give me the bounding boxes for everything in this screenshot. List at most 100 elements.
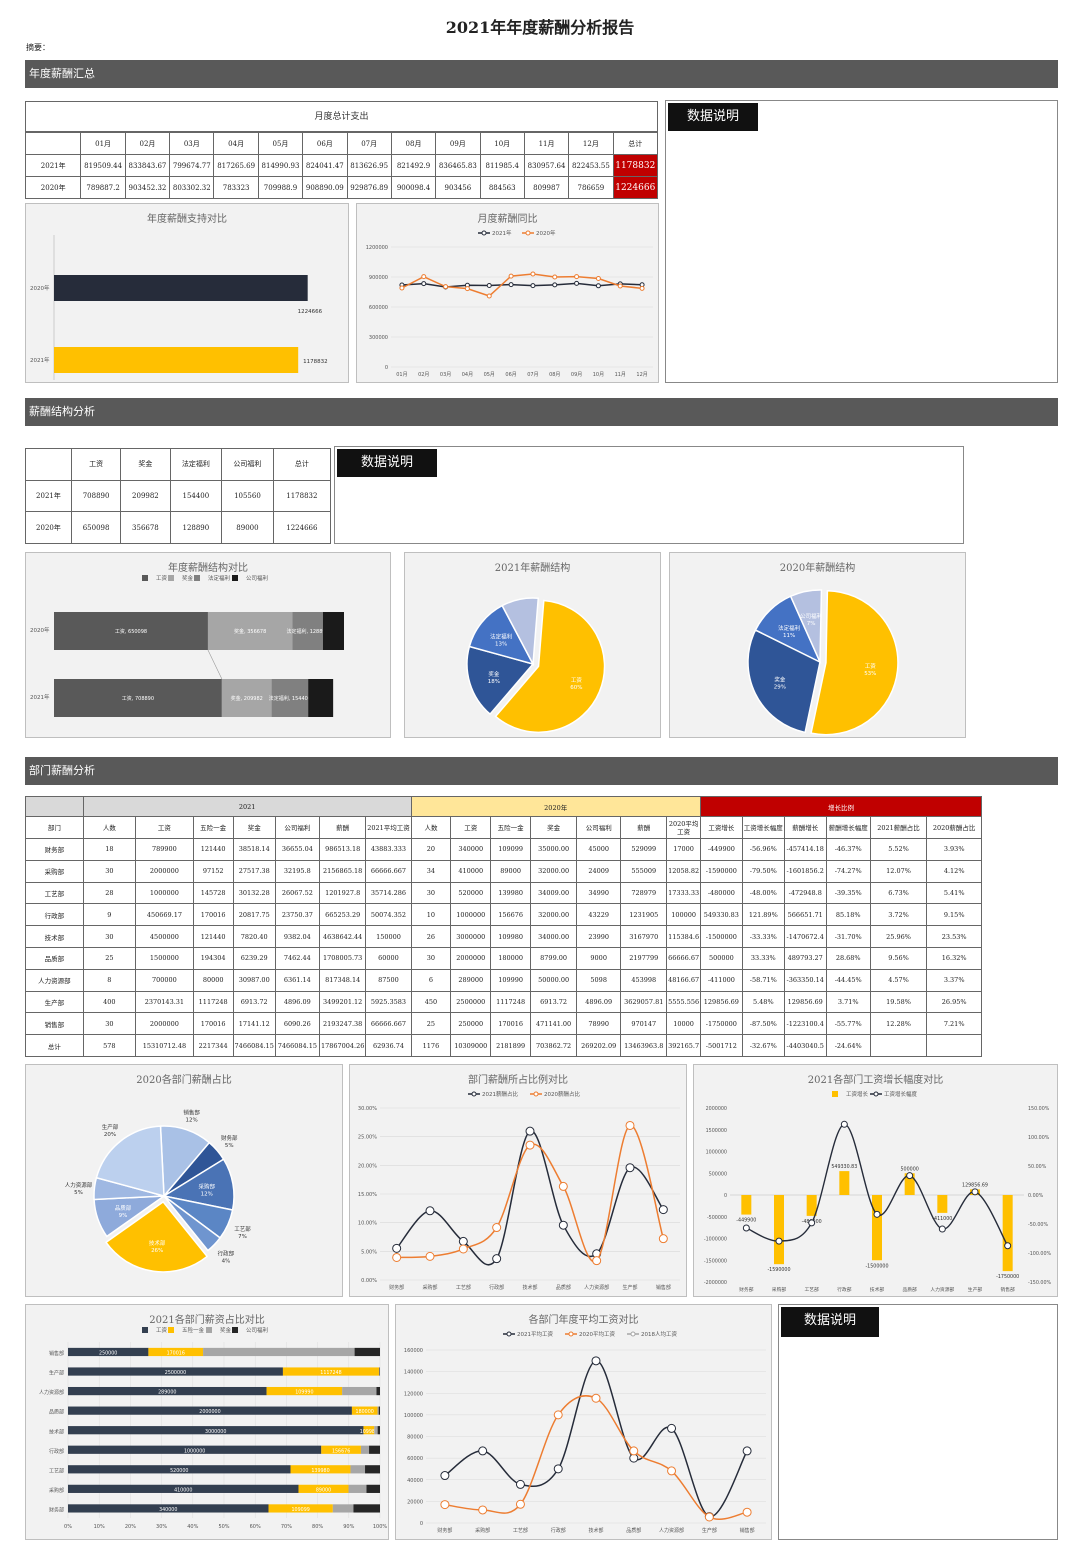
y2-tick-label: 0.00%: [1028, 1193, 1044, 1199]
dept-cell: 728979: [620, 881, 668, 905]
x-tick-label: 技术部: [522, 1284, 537, 1291]
pie-slice: [104, 1200, 209, 1273]
data-point: [478, 1505, 488, 1515]
monthly-cell: 903456: [435, 176, 481, 199]
dept-cell: 400: [82, 990, 137, 1014]
dept-cell: 2000000: [135, 1012, 194, 1036]
category-label: 人力资源部: [39, 1389, 64, 1396]
dept-cell: 采购部: [25, 859, 84, 883]
slice-label: 60%: [570, 685, 582, 691]
dept-header-cell: 薪酬增长: [783, 816, 827, 839]
series-line: [401, 273, 643, 297]
category-label: 2020年: [30, 626, 50, 634]
category-label: 采购部: [49, 1487, 64, 1494]
monthly-cell: 830957.64: [523, 154, 570, 177]
data-point: [625, 1120, 635, 1130]
structure-cell: 128890: [169, 511, 223, 544]
y-tick-label: -2000000: [704, 1280, 727, 1286]
dept-cell: 7466084.15: [232, 1034, 276, 1057]
legend-label: 公司福利: [246, 574, 268, 582]
dept-cell: 80000: [192, 968, 234, 992]
dept-cell: 32000.00: [530, 903, 578, 927]
x-tick-label: 生产部: [622, 1284, 637, 1291]
data-point: [508, 282, 514, 288]
dept-cell: 78990: [576, 1012, 622, 1036]
stack-segment: [378, 1367, 380, 1376]
legend-label: 工资增长: [846, 1090, 869, 1098]
data-point: [808, 1219, 816, 1227]
segment-label: 2500000: [165, 1370, 186, 1376]
dept-cell: 9: [82, 903, 137, 927]
dept-cell: -1223100.4: [783, 1012, 827, 1036]
dept-cell: 9000: [576, 946, 622, 970]
category-label: 品质部: [49, 1409, 64, 1416]
dept-cell: 2000000: [450, 946, 492, 970]
dept-cell: 471141.00: [530, 1012, 578, 1036]
data-point: [478, 1446, 488, 1456]
x-tick-label: 0%: [64, 1524, 72, 1530]
data-point: [629, 1446, 639, 1456]
dept-cell: 15310712.48: [135, 1034, 194, 1057]
stack-segment: [292, 612, 323, 650]
structure-header-cell: 工资: [70, 448, 122, 481]
chart-panel-wage-growth: 2021各部门工资增长幅度对比 工资增长 工资增长幅度 2000000 1500000…: [693, 1064, 1058, 1297]
data-point: [525, 1126, 535, 1136]
x-tick-label: 采购部: [422, 1284, 437, 1291]
dept-cell: 4896.09: [274, 990, 320, 1014]
chart-title: 2020各部门薪酬占比: [136, 1075, 232, 1086]
y-tick-label: 600000: [369, 305, 388, 311]
dept-cell: 817348.14: [318, 968, 367, 992]
dept-cell: -87.50%: [741, 1012, 785, 1036]
slice-label: 9%: [119, 1213, 128, 1219]
data-point: [906, 1172, 914, 1180]
dept-cell: 5.48%: [741, 990, 785, 1014]
data-point: [492, 1254, 502, 1264]
legend-swatch: [168, 575, 174, 581]
dept-cell: -363350.14: [783, 968, 827, 992]
dept-cell: 6090.26: [274, 1012, 320, 1036]
x-tick-label: 60%: [250, 1524, 261, 1530]
slice-label: 采购部: [198, 1182, 215, 1190]
dept-cell: 3.93%: [926, 838, 982, 861]
dept-cell: 35000.00: [530, 838, 578, 861]
segment-label: 法定福利, 128890: [287, 628, 329, 635]
dept-cell: 289000: [450, 968, 492, 992]
chart-panel-structure-compare: 年度薪酬结构对比 工资 奖金 法定福利 公司福利 2020年 工资, 650098 奖金, …: [25, 552, 391, 738]
dept-cell: 32000.00: [530, 859, 578, 883]
dept-cell: 10000: [666, 1012, 701, 1036]
dept-cell: -58.71%: [741, 968, 785, 992]
dept-cell: 87500: [365, 968, 412, 992]
dept-cell: 19.58%: [869, 990, 928, 1014]
legend-label: 工资增长幅度: [884, 1090, 918, 1098]
data-point: [425, 1251, 435, 1261]
stack-segment: [68, 1504, 269, 1513]
chart-title: 部门薪酬所占比例对比: [468, 1075, 568, 1086]
stack-segment: [378, 1406, 380, 1415]
data-point: [515, 1499, 525, 1509]
x-tick-label: 品质部: [626, 1527, 641, 1534]
pie-slice: [789, 589, 823, 663]
x-tick-label: 07月: [527, 372, 538, 378]
legend-marker: [630, 1331, 636, 1337]
dept-cell: -55.77%: [825, 1012, 871, 1036]
monthly-header-cell: 01月: [80, 132, 126, 155]
dept-cell: 5.52%: [869, 838, 928, 861]
y-tick-label: 30.00%: [358, 1106, 377, 1112]
pie-slice: [466, 645, 535, 716]
dept-cell: 23990: [576, 925, 622, 948]
category-label: 2021年: [30, 356, 50, 364]
monthly-cell: 819509.44: [80, 154, 126, 177]
segment-label: 109099: [292, 1507, 310, 1513]
y-tick-label: 80000: [407, 1435, 423, 1441]
structure-cell: 708890: [70, 479, 122, 513]
segment-label: 250000: [99, 1351, 117, 1357]
dept-cell: -31.70%: [825, 925, 871, 948]
x-tick-label: 50%: [218, 1524, 229, 1530]
y-tick-label: 40000: [407, 1478, 423, 1484]
legend-label: 奖金: [220, 1326, 232, 1334]
legend-label: 2020薪酬占比: [544, 1090, 580, 1098]
dept-cell: 139980: [490, 881, 532, 905]
dept-cell: -1750000: [699, 1012, 743, 1036]
note-label: 数据说明: [337, 449, 437, 477]
slice-label: 品质部: [115, 1204, 132, 1212]
